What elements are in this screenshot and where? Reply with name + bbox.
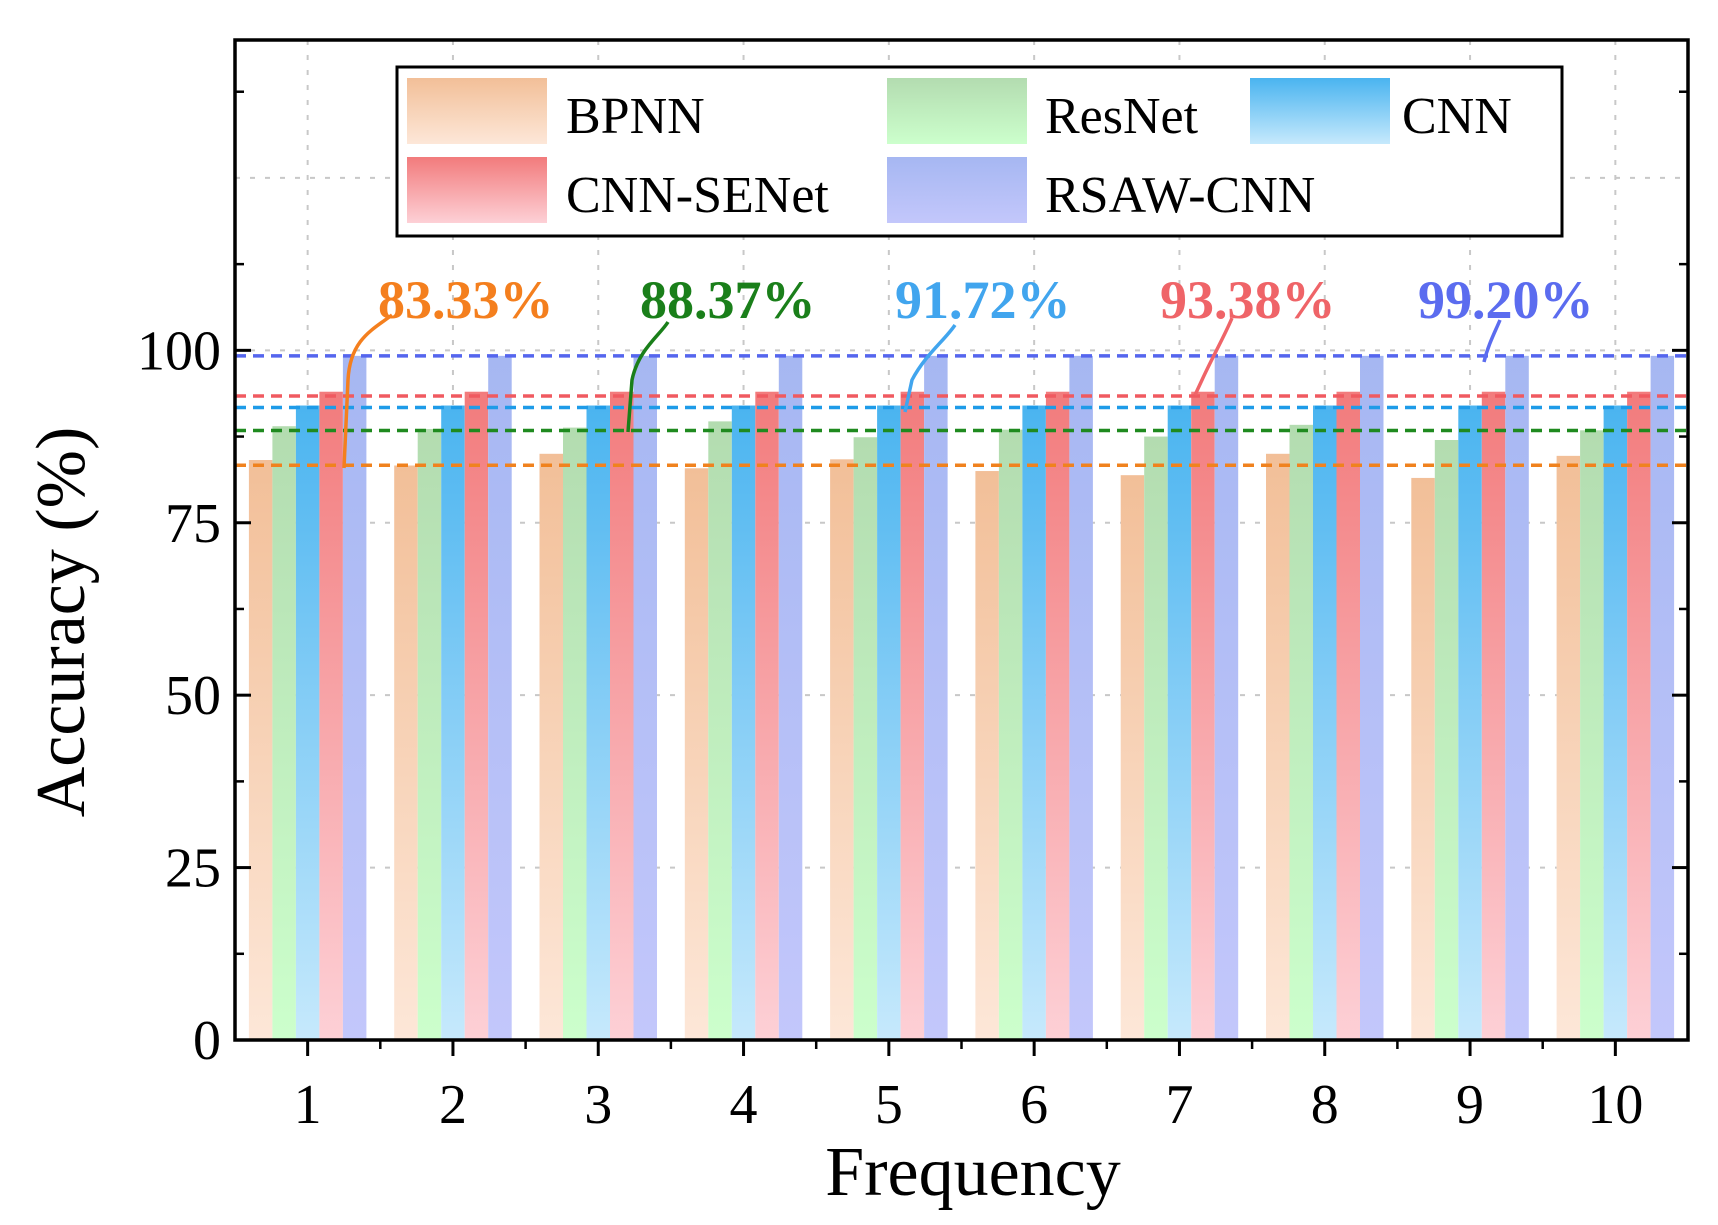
legend-label-rsaw-cnn: RSAW-CNN — [1045, 167, 1315, 224]
x-tick-label: 9 — [1456, 1074, 1484, 1136]
bar-cnn-senet-3 — [610, 391, 634, 1041]
bar-bpnn-3 — [539, 453, 563, 1040]
bar-resnet-1 — [272, 426, 296, 1040]
bar-resnet-2 — [417, 428, 442, 1040]
y-tick-label: 50 — [165, 665, 221, 727]
bar-cnn-5 — [877, 405, 901, 1041]
bar-rsaw-cnn-7 — [1214, 355, 1239, 1040]
bar-bpnn-6 — [975, 471, 999, 1040]
annotation-leader-93.38% — [1193, 317, 1234, 396]
bar-resnet-5 — [853, 437, 878, 1040]
legend-label-cnn-senet: CNN-SENet — [566, 167, 829, 224]
x-tick-label: 8 — [1311, 1074, 1339, 1136]
x-tick-label: 10 — [1587, 1074, 1643, 1136]
annotation-leader-91.72% — [903, 324, 957, 413]
bar-resnet-4 — [708, 421, 732, 1041]
bar-rsaw-cnn-2 — [488, 355, 512, 1040]
bar-cnn-1 — [295, 405, 320, 1041]
bar-bpnn-1 — [248, 460, 273, 1040]
y-tick-label: 25 — [165, 838, 221, 900]
legend-label-bpnn: BPNN — [566, 88, 705, 145]
axes: 0 25 50 75 100 1 2 3 4 5 6 7 8 9 10 — [137, 38, 1690, 1136]
bar-rsaw-cnn-9 — [1505, 355, 1529, 1040]
bar-rsaw-cnn-6 — [1069, 355, 1093, 1040]
bar-bpnn-2 — [394, 465, 418, 1041]
legend-swatch-resnet — [887, 78, 1027, 144]
bar-cnn-6 — [1022, 405, 1046, 1041]
bar-cnn-senet-5 — [900, 391, 925, 1041]
annotation-leader-88.37% — [626, 321, 670, 433]
annotation-label-93.38%: 93.38% — [1160, 270, 1336, 330]
annotation-leader-99.20% — [1482, 319, 1502, 363]
bar-cnn-senet-7 — [1191, 391, 1215, 1041]
bar-resnet-8 — [1289, 424, 1313, 1040]
legend-swatch-cnn-senet — [407, 157, 547, 223]
bar-cnn-senet-9 — [1481, 391, 1506, 1041]
bar-rsaw-cnn-3 — [633, 355, 657, 1040]
y-tick-label: 0 — [193, 1010, 221, 1072]
x-tick-label: 3 — [584, 1074, 612, 1136]
bar-bpnn-9 — [1411, 477, 1435, 1040]
annotation-label-99.20%: 99.20% — [1418, 270, 1594, 330]
bar-resnet-3 — [563, 427, 587, 1041]
bar-bpnn-7 — [1120, 475, 1145, 1040]
bar-resnet-6 — [998, 429, 1023, 1041]
bar-cnn-10 — [1603, 405, 1628, 1041]
legend: BPNN ResNet CNN CNN-SENet RSAW-CNN — [395, 65, 1564, 238]
bar-rsaw-cnn-5 — [924, 355, 948, 1040]
y-tick-label: 75 — [165, 493, 221, 555]
legend-swatch-bpnn — [407, 78, 547, 144]
bar-cnn-senet-1 — [319, 391, 343, 1041]
annotation-leader-83.33% — [342, 313, 394, 469]
bar-cnn-9 — [1458, 405, 1482, 1041]
legend-swatch-rsaw-cnn — [887, 157, 1027, 223]
bar-bpnn-10 — [1556, 455, 1581, 1040]
annotation-label-91.72%: 91.72% — [895, 270, 1071, 330]
legend-swatch-cnn — [1250, 78, 1390, 144]
bar-bpnn-4 — [684, 468, 709, 1040]
x-tick-label: 1 — [294, 1074, 322, 1136]
bar-cnn-senet-10 — [1627, 391, 1651, 1041]
bar-resnet-9 — [1434, 440, 1459, 1040]
reference-lines — [235, 354, 1688, 468]
bar-rsaw-cnn-4 — [778, 355, 803, 1040]
bar-cnn-senet-4 — [755, 391, 779, 1041]
bar-resnet-7 — [1144, 436, 1168, 1040]
bar-cnn-4 — [731, 405, 756, 1041]
annotation-label-88.37%: 88.37% — [640, 270, 816, 330]
x-tick-label: 5 — [875, 1074, 903, 1136]
bar-cnn-7 — [1167, 405, 1192, 1041]
bar-cnn-senet-8 — [1336, 391, 1360, 1041]
y-axis-title: Accuracy (%) — [23, 427, 100, 818]
bar-cnn-3 — [586, 405, 610, 1041]
legend-label-resnet: ResNet — [1045, 88, 1199, 145]
bar-cnn-8 — [1313, 405, 1337, 1041]
bar-cnn-senet-2 — [464, 391, 489, 1041]
bar-rsaw-cnn-1 — [342, 355, 367, 1040]
x-tick-label: 7 — [1165, 1074, 1193, 1136]
x-tick-label: 4 — [730, 1074, 758, 1136]
bar-rsaw-cnn-8 — [1360, 355, 1384, 1040]
bar-bpnn-5 — [830, 459, 854, 1041]
bar-cnn-2 — [441, 405, 465, 1041]
bar-resnet-10 — [1580, 430, 1604, 1040]
bars — [248, 355, 1675, 1041]
bar-cnn-senet-6 — [1045, 391, 1070, 1041]
annotation-label-83.33%: 83.33% — [378, 270, 554, 330]
x-axis-title: Frequency — [825, 1134, 1120, 1211]
bar-bpnn-8 — [1266, 453, 1290, 1040]
annotations: 83.33% 88.37% 91.72% 93.38% 99.20% — [342, 270, 1594, 469]
x-tick-label: 6 — [1020, 1074, 1048, 1136]
y-tick-label: 100 — [137, 320, 221, 382]
bar-rsaw-cnn-10 — [1650, 355, 1675, 1040]
legend-label-cnn: CNN — [1402, 88, 1512, 145]
x-tick-label: 2 — [439, 1074, 467, 1136]
